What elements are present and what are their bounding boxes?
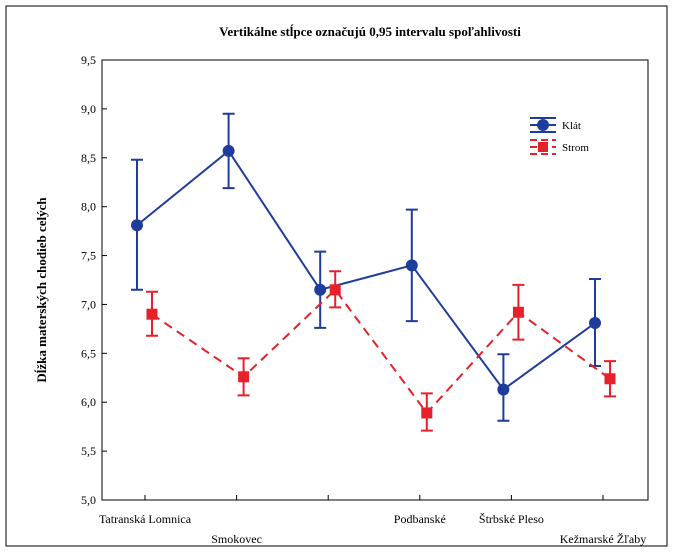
legend-label: Strom (562, 142, 589, 154)
y-tick-label: 9,0 (81, 102, 96, 116)
series-line (136, 149, 596, 391)
y-tick-label: 7,5 (81, 249, 96, 263)
y-tick-label: 6,0 (81, 395, 96, 409)
point (589, 317, 601, 330)
point (329, 284, 341, 296)
point (238, 371, 250, 383)
y-axis-label: Dĺžka materských chodieb celých (34, 197, 49, 383)
y-tick-label: 7,0 (81, 297, 96, 311)
frame (5, 5, 668, 547)
y-tick-label: 9,5 (81, 53, 96, 67)
x-tick-label: Tatranská Lomnica (99, 512, 192, 526)
point (421, 407, 433, 419)
point (405, 259, 418, 272)
point (222, 144, 235, 157)
point (497, 383, 510, 396)
point (512, 306, 524, 318)
y-tick-label: 8,5 (81, 151, 96, 165)
y-tick-label: 5,0 (81, 493, 96, 507)
x-tick-label: Štrbské Pleso (479, 512, 544, 526)
legend-label: Klát (562, 120, 581, 132)
legend-marker (538, 142, 548, 152)
y-tick-label: 8,0 (81, 200, 96, 214)
x-tick-label: Kežmarské Žľaby (560, 532, 647, 546)
x-tick-label: Podbanské (394, 512, 446, 526)
series-line (151, 288, 611, 415)
plot-area (101, 59, 649, 501)
legend-marker (537, 119, 549, 131)
point (146, 308, 158, 320)
y-tick-label: 5,5 (81, 444, 96, 458)
point (314, 283, 327, 296)
x-tick-label: Smokovec (211, 532, 262, 546)
y-tick-label: 6,5 (81, 346, 96, 360)
chart-title: Vertikálne stĺpce označujú 0,95 interval… (219, 24, 521, 39)
point (604, 373, 616, 385)
point (131, 219, 143, 232)
